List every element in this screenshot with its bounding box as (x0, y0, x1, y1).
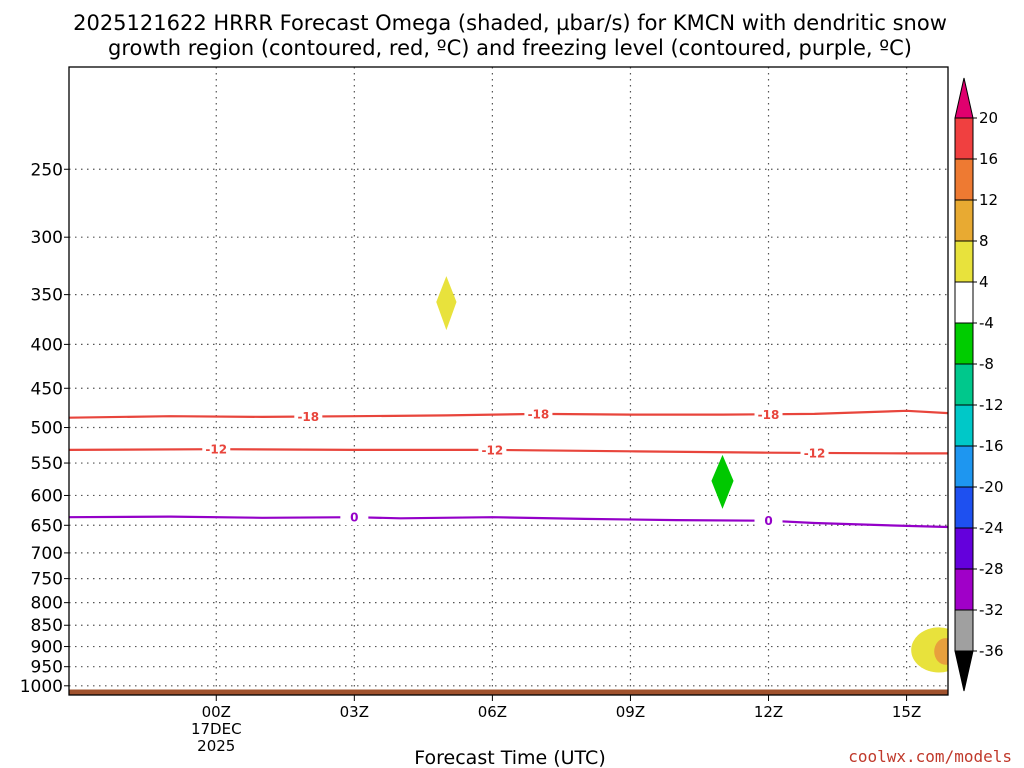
y-tick-label: 700 (31, 544, 63, 564)
y-tick-label: 800 (31, 594, 63, 614)
x-tick-label: 12Z (754, 703, 783, 721)
x-tick-label: 15Z (892, 703, 921, 721)
omega-shaded-blob (934, 638, 948, 665)
site-credit: coolwx.com/models (848, 747, 1012, 766)
colorbar-label: 8 (979, 232, 989, 250)
colorbar-label: -28 (979, 560, 1004, 578)
colorbar-label: 16 (979, 150, 998, 168)
x-axis-label: Forecast Time (UTC) (414, 747, 605, 768)
contour-label: 0 (764, 514, 772, 528)
contour-label-bg (478, 441, 507, 458)
chart-title-line2: growth region (contoured, red, ºC) and f… (108, 36, 912, 60)
colorbar-segment (954, 445, 974, 488)
colorbar-label: 20 (979, 109, 998, 127)
colorbar-segment (954, 158, 974, 201)
colorbar-segment (954, 199, 974, 242)
colorbar-segment (954, 404, 974, 447)
colorbar-label: 4 (979, 273, 989, 291)
colorbar-label: -12 (979, 396, 1004, 414)
contour-label: -18 (528, 407, 550, 421)
contour-label: -12 (804, 446, 826, 460)
y-tick-label: 1000 (20, 677, 63, 697)
colorbar-segment (954, 568, 974, 611)
omega-shaded-cell (436, 276, 457, 331)
colorbar-segment (954, 363, 974, 406)
contour-label-bg (294, 408, 323, 425)
x-tick-label: 03Z (340, 703, 369, 721)
contour-label-bg (340, 509, 369, 526)
x-tick-year: 2025 (197, 737, 235, 755)
colorbar-top-arrow (954, 77, 974, 119)
colorbar-segment (954, 527, 974, 570)
colorbar-label: -16 (979, 437, 1004, 455)
colorbar-label: -36 (979, 642, 1004, 660)
x-tick-label: 06Z (478, 703, 507, 721)
plot-area: 2503003504004505005506006507007508008509… (20, 66, 949, 755)
contour-label: 0 (350, 511, 358, 525)
colorbar-label: -24 (979, 519, 1004, 537)
colorbar-label: -32 (979, 601, 1004, 619)
y-tick-label: 400 (31, 335, 63, 355)
colorbar-label: -20 (979, 478, 1004, 496)
shaded-omega-layer (69, 276, 948, 673)
plot-frame (68, 66, 949, 696)
contour-label: -18 (297, 410, 319, 424)
y-tick-label: 750 (31, 570, 63, 590)
colorbar-segment (954, 240, 974, 283)
colorbar-segment (954, 281, 974, 324)
contour-label-bg (754, 512, 783, 529)
plot-background (69, 67, 948, 695)
contour-label-bg (202, 441, 231, 458)
contour-label-bg (800, 444, 829, 461)
contour-line (69, 448, 948, 455)
x-tick-label: 09Z (616, 703, 645, 721)
contour-label: -12 (482, 443, 504, 457)
contour-label: -18 (758, 408, 780, 422)
colorbar-segment (954, 486, 974, 529)
y-tick-label: 300 (31, 228, 63, 248)
y-tick-label: 650 (31, 516, 63, 536)
y-tick-label: 950 (31, 658, 63, 678)
y-tick-label: 450 (31, 379, 63, 399)
ground-band (69, 689, 948, 695)
y-tick-label: 500 (31, 419, 63, 439)
colorbar-bottom-arrow (954, 650, 974, 692)
colorbar-segment (954, 117, 974, 160)
contour-line (69, 515, 948, 529)
colorbar: 20 16 12 8 4 -4 -8 -12 -16 -20 -24 -28 -32 -36 (954, 77, 1004, 692)
y-tick-label: 250 (31, 160, 63, 180)
x-tick-date: 17DEC (191, 720, 242, 738)
y-tick-label: 600 (31, 486, 63, 506)
omega-shaded-cell (711, 454, 734, 509)
colorbar-label: 12 (979, 191, 998, 209)
y-tick-label: 350 (31, 286, 63, 306)
colorbar-label: -8 (979, 355, 994, 373)
y-tick-label: 550 (31, 454, 63, 474)
contour-label-bg (524, 405, 553, 422)
y-tick-label: 900 (31, 638, 63, 658)
y-tick-label: 850 (31, 616, 63, 636)
contour-label: -12 (205, 443, 227, 457)
chart-title-line1: 2025121622 HRRR Forecast Omega (shaded, … (73, 11, 947, 35)
x-tick-label: 00Z (202, 703, 231, 721)
colorbar-label: -4 (979, 314, 994, 332)
contour-label-bg (754, 406, 783, 423)
colorbar-segment (954, 609, 974, 652)
colorbar-segment (954, 322, 974, 365)
